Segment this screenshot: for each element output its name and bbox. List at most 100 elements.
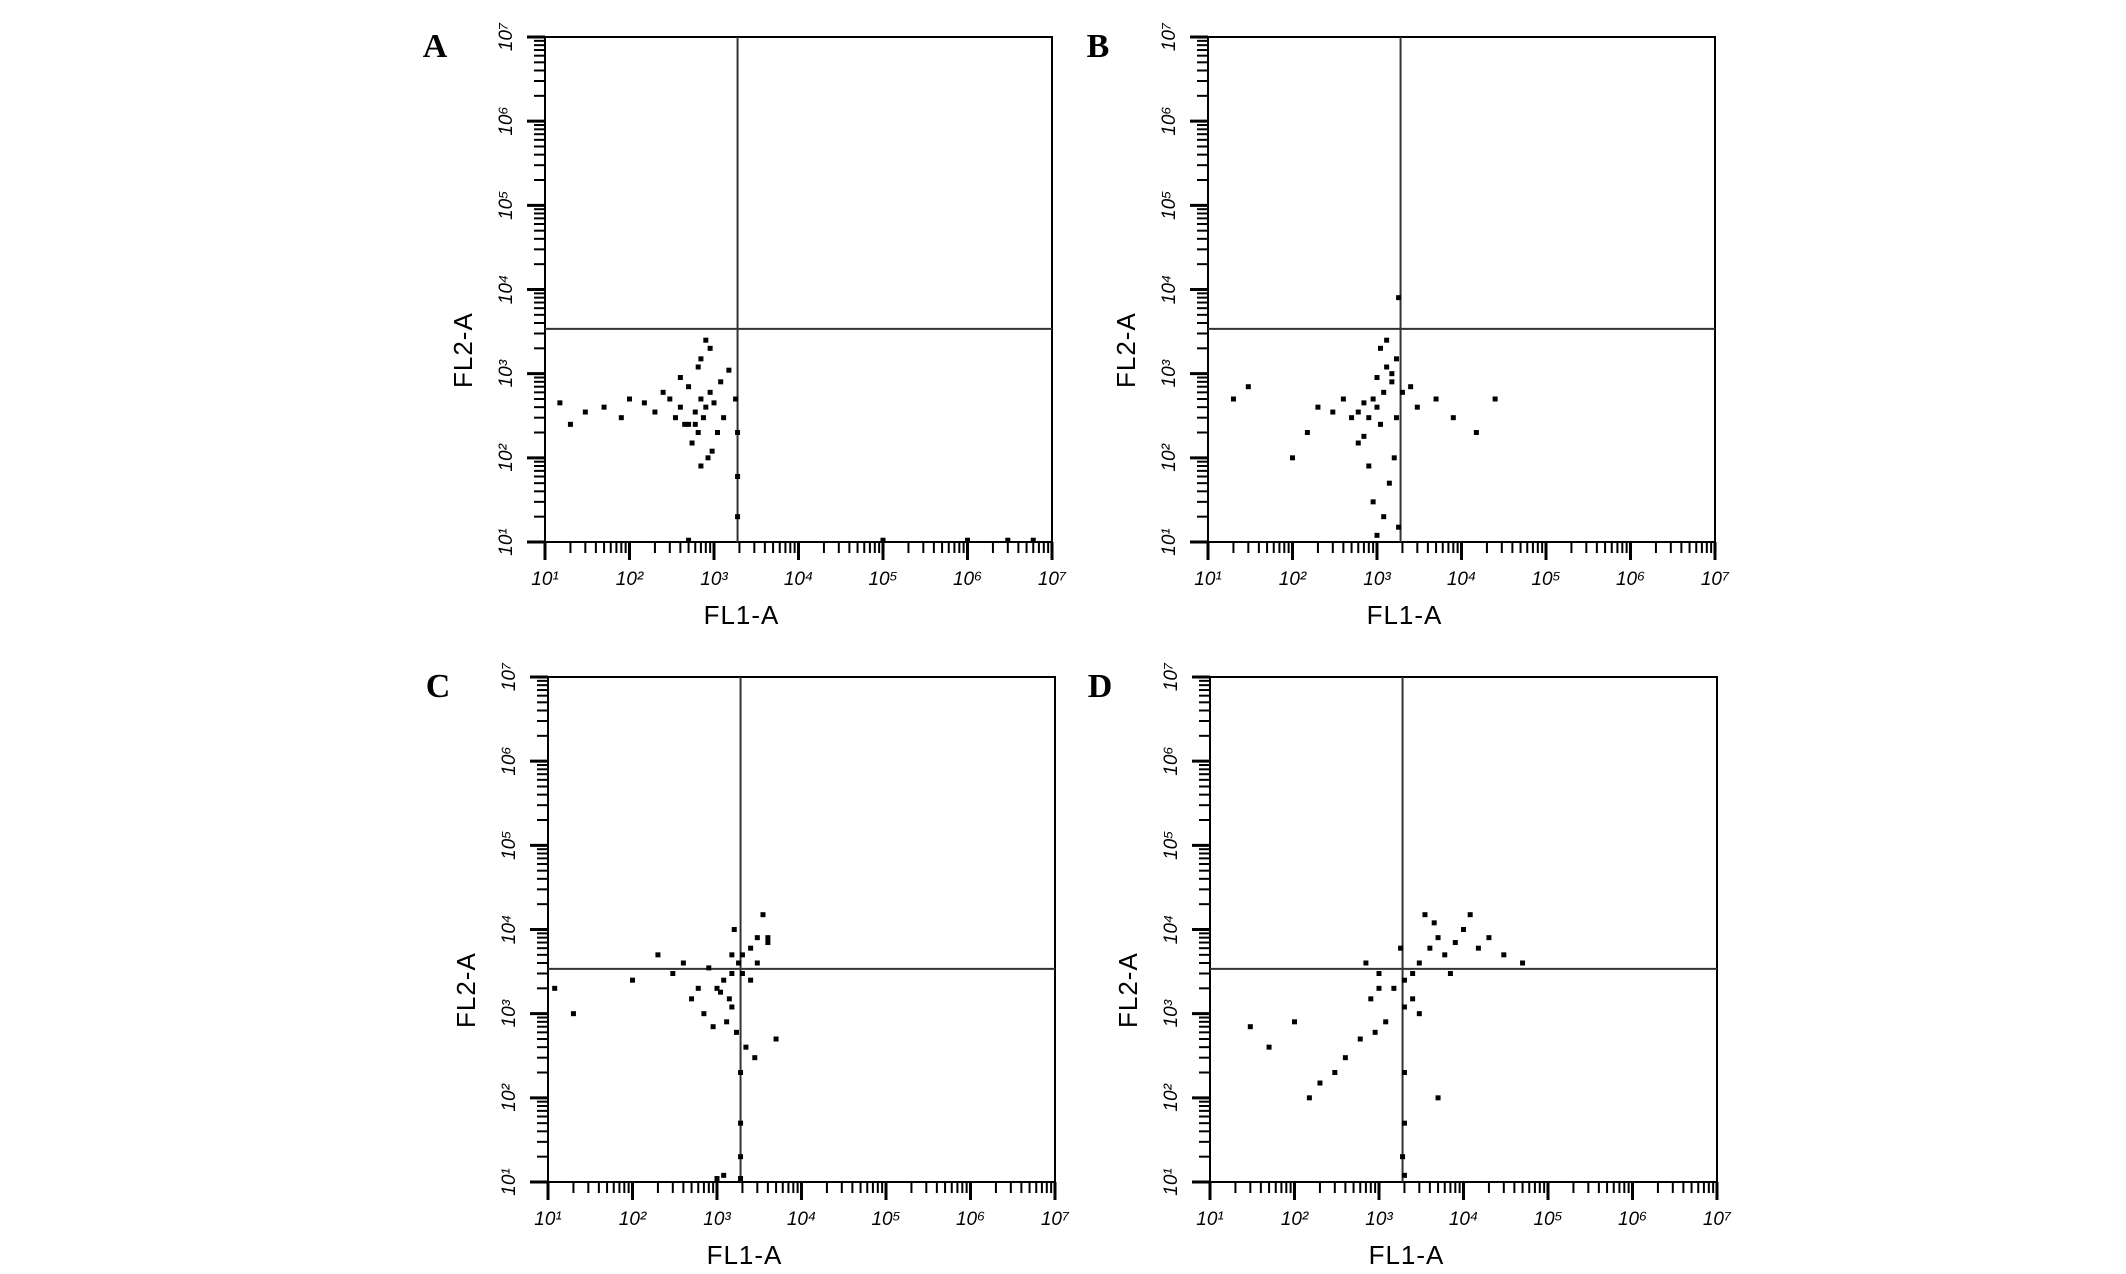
event-dot bbox=[677, 404, 683, 410]
event-dot bbox=[773, 1036, 779, 1042]
y-tick-label: 10² bbox=[499, 1083, 520, 1111]
y-tick-label: 10⁶ bbox=[1159, 107, 1180, 136]
event-dot bbox=[754, 960, 760, 966]
event-dot bbox=[721, 415, 727, 421]
event-dot bbox=[1306, 1095, 1312, 1101]
event-dot bbox=[1374, 375, 1380, 381]
y-tick-label: 10⁵ bbox=[499, 831, 520, 860]
x-tick-label: 10⁵ bbox=[868, 569, 897, 590]
x-tick-label: 10³ bbox=[703, 1209, 731, 1230]
panel-label: A bbox=[423, 28, 448, 65]
event-dot bbox=[1442, 952, 1448, 958]
event-dot bbox=[1030, 537, 1036, 543]
event-dot bbox=[714, 985, 720, 991]
event-dot bbox=[1383, 1019, 1389, 1025]
event-dot bbox=[677, 375, 683, 381]
event-dot bbox=[1342, 1055, 1348, 1061]
event-dot bbox=[1377, 421, 1383, 427]
panel-label: C bbox=[426, 668, 451, 705]
x-tick-label: 10⁶ bbox=[956, 1209, 985, 1230]
event-dot bbox=[1374, 404, 1380, 410]
event-dot bbox=[1361, 400, 1367, 406]
y-tick-label: 10² bbox=[496, 443, 517, 471]
event-dot bbox=[1357, 1036, 1363, 1042]
event-dot bbox=[726, 996, 732, 1002]
event-dot bbox=[717, 989, 723, 995]
event-dot bbox=[1410, 971, 1416, 977]
event-dot bbox=[618, 415, 624, 421]
panel-label: B bbox=[1087, 28, 1110, 65]
event-dot bbox=[1435, 935, 1441, 941]
event-dot bbox=[1376, 971, 1382, 977]
event-dot bbox=[1398, 945, 1404, 951]
event-dot bbox=[672, 415, 678, 421]
x-tick-label: 10⁶ bbox=[953, 569, 982, 590]
event-dot bbox=[707, 345, 713, 351]
x-tick-label: 10⁶ bbox=[1616, 569, 1645, 590]
event-dot bbox=[1414, 404, 1420, 410]
event-dot bbox=[1230, 396, 1236, 402]
y-tick-label: 10⁴ bbox=[1161, 915, 1182, 944]
event-dot bbox=[735, 514, 741, 520]
x-tick-label: 10² bbox=[619, 1209, 647, 1230]
x-tick-label: 10⁴ bbox=[1449, 1209, 1478, 1230]
event-dot bbox=[705, 455, 711, 461]
event-dot bbox=[709, 448, 715, 454]
y-tick-label: 10⁵ bbox=[1159, 191, 1180, 220]
event-dot bbox=[557, 400, 563, 406]
y-tick-label: 10⁷ bbox=[1161, 662, 1182, 691]
event-dot bbox=[1370, 499, 1376, 505]
event-dot bbox=[627, 396, 632, 402]
plot-frame bbox=[1207, 36, 1716, 543]
event-dot bbox=[1332, 1069, 1338, 1075]
event-dot bbox=[655, 952, 661, 958]
event-dot bbox=[1372, 1029, 1378, 1035]
x-tick-label: 10⁷ bbox=[1038, 569, 1067, 590]
event-dot bbox=[1355, 409, 1361, 415]
event-dot bbox=[1435, 1095, 1441, 1101]
x-tick-label: 10² bbox=[1281, 1209, 1309, 1230]
event-dot bbox=[1393, 415, 1399, 421]
event-dot bbox=[686, 421, 692, 427]
x-tick-label: 10² bbox=[1279, 569, 1307, 590]
event-dot bbox=[1374, 532, 1380, 538]
y-axis-label: FL2-A bbox=[451, 952, 481, 1028]
event-dot bbox=[738, 1154, 744, 1160]
event-dot bbox=[698, 396, 704, 402]
event-dot bbox=[1450, 415, 1456, 421]
y-tick-label: 10⁷ bbox=[499, 662, 520, 691]
event-dot bbox=[714, 1176, 720, 1182]
event-dot bbox=[739, 971, 745, 977]
event-dot bbox=[1355, 440, 1361, 446]
y-tick-label: 10³ bbox=[496, 359, 517, 387]
y-tick-label: 10⁴ bbox=[499, 915, 520, 944]
event-dot bbox=[1396, 524, 1402, 530]
event-dot bbox=[1304, 429, 1310, 435]
x-tick-label: 10⁴ bbox=[787, 1209, 816, 1230]
x-axis-label: FL1-A bbox=[707, 1240, 783, 1270]
event-dot bbox=[1401, 977, 1407, 983]
event-dot bbox=[1366, 463, 1372, 469]
panel: 10¹ 10² 10³ 10⁴ 10⁵ 10⁶ 10⁷ 10¹ 10² 10³ 10⁴ 10⁵ 10⁶ 1… bbox=[426, 662, 1070, 1270]
event-dot bbox=[1475, 945, 1481, 951]
event-dot bbox=[721, 977, 727, 983]
event-dot bbox=[700, 415, 706, 421]
y-tick-label: 10¹ bbox=[499, 1168, 520, 1195]
x-axis-label: FL1-A bbox=[1367, 600, 1443, 630]
event-dot bbox=[1340, 396, 1346, 402]
event-dot bbox=[1245, 384, 1251, 390]
x-tick-label: 10³ bbox=[1363, 569, 1391, 590]
x-tick-label: 10¹ bbox=[531, 569, 558, 590]
event-dot bbox=[689, 440, 695, 446]
event-dot bbox=[738, 1176, 744, 1182]
event-dot bbox=[710, 1024, 716, 1030]
event-dot bbox=[601, 404, 607, 410]
event-dot bbox=[1501, 952, 1507, 958]
x-tick-label: 10⁶ bbox=[1618, 1209, 1647, 1230]
x-tick-label: 10⁴ bbox=[784, 569, 813, 590]
event-dot bbox=[652, 409, 658, 415]
x-tick-label: 10³ bbox=[700, 569, 728, 590]
event-dot bbox=[1431, 920, 1437, 926]
event-dot bbox=[695, 364, 701, 370]
